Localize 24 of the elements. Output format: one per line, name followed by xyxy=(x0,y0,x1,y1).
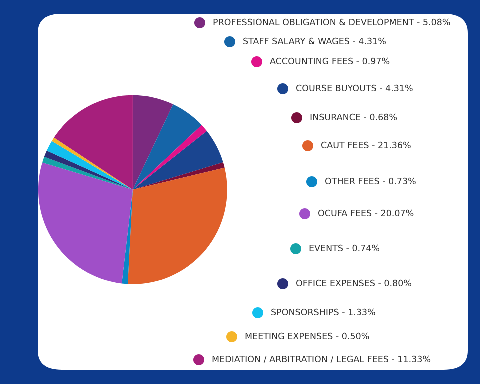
legend-label: MEDIATION / ARBITRATION / LEGAL FEES - 11.33% xyxy=(212,356,431,364)
legend-label: CAUT FEES - 21.36% xyxy=(321,142,411,149)
legend-label: OTHER FEES - 0.73% xyxy=(325,178,416,185)
pie-slice xyxy=(132,162,225,190)
legend-label: ACCOUNTING FEES - 0.97% xyxy=(270,58,390,65)
pie-slice xyxy=(128,168,228,284)
pie-slice xyxy=(54,95,133,190)
pie-slice xyxy=(132,125,208,190)
legend-label: INSURANCE - 0.68% xyxy=(310,114,398,121)
legend-label: EVENTS - 0.74% xyxy=(310,244,380,252)
pie-slice xyxy=(132,131,224,190)
pie-slice xyxy=(44,150,133,190)
legend-label: STAFF SALARY & WAGES - 4.31% xyxy=(244,38,386,45)
legend-label: PROFESSIONAL OBLIGATION & DEVELOPMENT - 5.08% xyxy=(214,18,450,26)
pie-slice xyxy=(132,104,202,190)
pie-slice xyxy=(38,162,133,284)
legend-label: OCUFA FEES - 20.07% xyxy=(318,210,414,217)
legend-label: MEETING EXPENSES - 0.50% xyxy=(246,332,370,340)
pie-slice xyxy=(42,156,133,190)
pie-slice xyxy=(122,190,133,284)
pie-slice xyxy=(132,95,174,190)
legend-label: OFFICE EXPENSES - 0.80% xyxy=(296,280,412,287)
legend-label: COURSE BUYOUTS - 4.31% xyxy=(296,84,413,92)
legend-label: SPONSORSHIPS - 1.33% xyxy=(272,308,376,316)
